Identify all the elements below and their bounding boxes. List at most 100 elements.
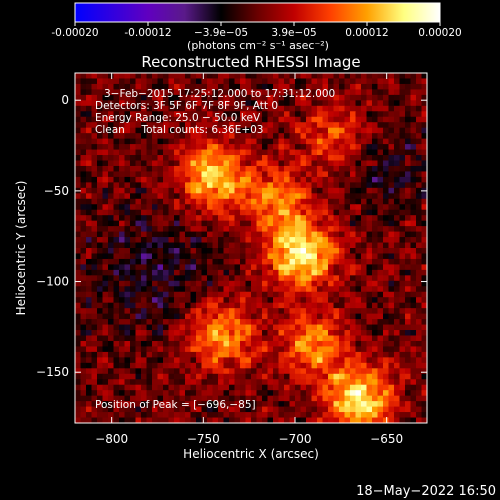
heatmap-cell [372, 412, 378, 418]
heatmap-cell [251, 100, 257, 107]
heatmap-cell [366, 127, 373, 134]
heatmap-cell [80, 291, 87, 298]
heatmap-cell [179, 248, 186, 254]
heatmap-cell [97, 89, 103, 96]
heatmap-cell [284, 182, 290, 189]
heatmap-cell [190, 324, 197, 331]
heatmap-cell [240, 373, 246, 380]
heatmap-cell [97, 258, 103, 265]
heatmap-cell [207, 406, 213, 413]
heatmap-cell [295, 368, 301, 375]
heatmap-cell [350, 373, 356, 380]
heatmap-cell [80, 165, 87, 172]
heatmap-cell [141, 193, 147, 200]
heatmap-cell [163, 111, 169, 118]
heatmap-cell [113, 83, 120, 90]
heatmap-cell [91, 275, 98, 282]
heatmap-cell [185, 286, 191, 293]
heatmap-cell [322, 171, 329, 178]
heatmap-cell [322, 182, 329, 189]
heatmap-cell [383, 302, 389, 309]
heatmap-cell [278, 330, 285, 336]
heatmap-cell [179, 340, 186, 347]
heatmap-cell [372, 340, 378, 347]
heatmap-cell [152, 215, 158, 222]
heatmap-cell [350, 144, 356, 150]
heatmap-cell [306, 351, 312, 358]
heatmap-cell [234, 209, 241, 216]
heatmap-cell [339, 286, 345, 293]
heatmap-cell [97, 116, 103, 123]
heatmap-cell [234, 100, 241, 107]
heatmap-cell [251, 165, 257, 172]
heatmap-cell [108, 280, 114, 287]
heatmap-cell [372, 302, 378, 309]
heatmap-cell [207, 302, 213, 309]
heatmap-cell [163, 160, 169, 167]
heatmap-cell [295, 291, 301, 298]
heatmap-cell [152, 324, 158, 331]
heatmap-cell [207, 253, 213, 260]
heatmap-cell [344, 122, 351, 129]
heatmap-cell [350, 127, 356, 134]
heatmap-cell [267, 275, 274, 282]
heatmap-cell [135, 89, 142, 96]
heatmap-cell [361, 209, 367, 216]
heatmap-cell [410, 160, 417, 167]
heatmap-cell [278, 368, 285, 375]
heatmap-cell [366, 89, 373, 96]
heatmap-cell [256, 340, 263, 347]
heatmap-cell [163, 237, 169, 243]
heatmap-cell [234, 176, 241, 183]
heatmap-cell [405, 149, 411, 156]
heatmap-cell [245, 105, 252, 112]
heatmap-cell [388, 297, 395, 304]
heatmap-cell [421, 215, 427, 222]
heatmap-cell [75, 237, 81, 243]
heatmap-cell [267, 362, 274, 369]
heatmap-cell [361, 160, 367, 167]
heatmap-cell [102, 390, 109, 397]
heatmap-cell [218, 171, 224, 178]
heatmap-cell [234, 165, 241, 172]
heatmap-cell [229, 351, 235, 358]
heatmap-cell [207, 215, 213, 222]
heatmap-cell [311, 138, 318, 145]
heatmap-cell [355, 373, 362, 380]
heatmap-cell [212, 340, 219, 347]
heatmap-cell [168, 258, 175, 265]
heatmap-cell [113, 149, 120, 156]
heatmap-cell [201, 390, 208, 397]
heatmap-cell [113, 165, 120, 172]
heatmap-cell [119, 264, 125, 271]
heatmap-cell [377, 379, 384, 386]
heatmap-cell [289, 144, 296, 150]
heatmap-cell [119, 105, 125, 112]
heatmap-cell [102, 105, 109, 112]
heatmap-cell [383, 144, 389, 150]
heatmap-cell [86, 357, 92, 364]
heatmap-cell [240, 155, 246, 161]
heatmap-cell [124, 335, 131, 342]
heatmap-cell [295, 220, 301, 227]
heatmap-cell [383, 417, 389, 423]
heatmap-cell [267, 253, 274, 260]
heatmap-cell [377, 193, 384, 200]
heatmap-cell [157, 209, 164, 216]
heatmap-cell [377, 73, 384, 79]
heatmap-cell [75, 171, 81, 178]
heatmap-cell [328, 160, 334, 167]
heatmap-cell [75, 94, 81, 101]
heatmap-cell [273, 127, 279, 134]
heatmap-cell [278, 248, 285, 254]
heatmap-cell [295, 165, 301, 172]
heatmap-cell [130, 73, 136, 79]
heatmap-cell [366, 346, 373, 353]
heatmap-cell [256, 286, 263, 293]
heatmap-cell [421, 155, 427, 161]
heatmap-cell [355, 269, 362, 276]
heatmap-cell [130, 165, 136, 172]
heatmap-cell [355, 335, 362, 342]
heatmap-cell [218, 220, 224, 227]
heatmap-cell [86, 297, 92, 304]
